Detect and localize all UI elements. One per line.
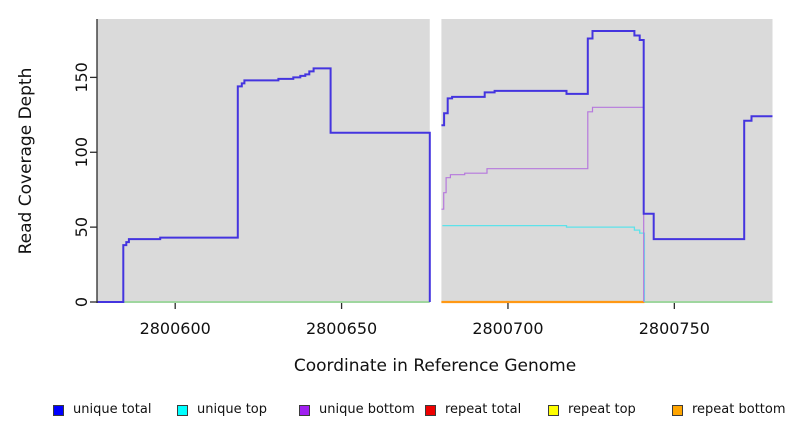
legend-label: unique total (73, 402, 152, 417)
x-tick-label: 2800600 (140, 319, 211, 338)
panel-background (441, 19, 773, 303)
y-tick-label: 100 (72, 137, 91, 168)
legend-label: repeat total (445, 402, 522, 417)
legend-label: repeat bottom (692, 402, 786, 417)
series-line-unique-total (97, 67, 431, 303)
unique-total-swatch-icon (53, 404, 64, 416)
x-tick-label: 2800650 (306, 319, 377, 338)
y-tick-label: 50 (72, 217, 91, 237)
legend-item-unique-top: unique top (177, 401, 267, 419)
unique-bottom-swatch-icon (299, 404, 310, 416)
series-line-unique-top (442, 224, 646, 302)
legend-label: repeat top (568, 402, 636, 417)
legend-item-repeat-bottom: repeat bottom (672, 401, 786, 419)
unique-top-swatch-icon (177, 404, 188, 416)
panel-background (97, 19, 430, 303)
legend: unique total unique top unique bottom re… (0, 401, 792, 421)
series-line-unique-total (441, 30, 773, 241)
y-tick-label: 150 (72, 62, 91, 93)
repeat-total-swatch-icon (425, 404, 436, 416)
y-tick-label: 0 (72, 297, 91, 307)
y-axis-title: Read Coverage Depth (16, 67, 36, 255)
legend-item-unique-bottom: unique bottom (299, 401, 415, 419)
x-axis-title: Coordinate in Reference Genome (293, 356, 577, 376)
coverage-chart: 0 50 100 150 2800600 2800650 2800700 2800750 (72, 19, 773, 338)
x-tick-label: 2800700 (472, 319, 543, 338)
legend-item-repeat-total: repeat total (425, 401, 521, 419)
repeat-top-swatch-icon (548, 404, 559, 416)
legend-item-repeat-top: repeat top (548, 401, 636, 419)
repeat-bottom-swatch-icon (672, 404, 683, 416)
legend-label: unique bottom (319, 402, 415, 417)
legend-item-unique-total: unique total (53, 401, 151, 419)
series-line-unique-bottom (441, 106, 645, 302)
legend-label: unique top (197, 402, 268, 417)
x-tick-label: 2800750 (639, 319, 710, 338)
